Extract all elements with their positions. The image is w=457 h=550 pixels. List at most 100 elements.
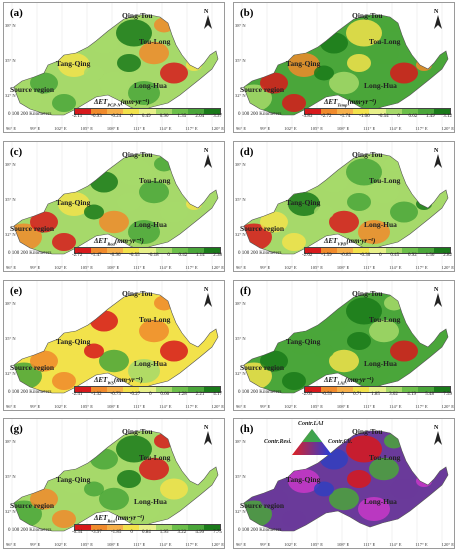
colorbar-tick: 1.56 <box>425 253 435 258</box>
colorbar-bin <box>203 248 220 253</box>
value-patch <box>320 171 348 193</box>
colorbar-bin <box>171 525 188 530</box>
region-label-tq: Tang-Qing <box>56 475 91 484</box>
colorbar-tick: -0.24 <box>110 114 122 119</box>
value-patch <box>52 94 76 112</box>
colorbar-ticks: -2.11 -0.93 -0.24 0 0.49 0.90 1.35 2.04 3.37 <box>72 114 222 119</box>
value-patch <box>30 350 58 372</box>
value-patch <box>329 349 359 373</box>
colorbar-title: ΔETPCP-N(mm·yr⁻¹) <box>94 98 150 107</box>
region-label-sr: Source region <box>10 363 55 372</box>
colorbar-bin <box>433 387 450 392</box>
colorbar-ticks: -2.62 -1.59 -0.83 -0.30 0 0.45 0.92 1.56 2.82 <box>302 253 452 258</box>
value-patch <box>347 470 371 488</box>
value-patch <box>58 331 90 355</box>
longitude-ticks: 96° E 99° E 102° E 105° E 108° E 111° E 114° E… <box>6 126 224 131</box>
lon-tick: 114° E <box>389 265 402 270</box>
lat-tick: 35° N <box>5 474 16 479</box>
value-patch <box>99 349 129 373</box>
value-patch <box>58 469 90 493</box>
colorbar-bin <box>353 248 370 253</box>
value-patch <box>260 350 288 372</box>
colorbar-unit: (mm·yr⁻¹) <box>347 98 377 106</box>
value-patch <box>30 72 58 94</box>
region-label-lh: Long-Hua <box>134 497 167 506</box>
colorbar-bin <box>337 109 354 114</box>
colorbar-bin <box>123 387 140 392</box>
lon-tick: 114° E <box>159 404 172 409</box>
value-patch <box>160 478 188 500</box>
lon-tick: 120° E <box>211 404 224 409</box>
colorbar-bin <box>75 109 92 114</box>
region-label-tq: Tang-Qing <box>56 337 91 346</box>
lat-tick: 32° N <box>5 232 16 237</box>
value-patch <box>329 71 359 95</box>
colorbar-bin <box>353 109 370 114</box>
colorbar-bin <box>107 525 124 530</box>
scale-bar: 0 100 200 Kilometers <box>8 251 52 256</box>
region-label-qt: Qing-Tou <box>122 289 153 298</box>
value-patch <box>84 65 104 81</box>
colorbar-tick: 4.99 <box>195 530 205 535</box>
value-patch <box>139 180 169 204</box>
lon-tick: 105° E <box>80 126 93 131</box>
scale-bar: 0 100 200 Kilometers <box>8 390 52 395</box>
north-label: N <box>434 287 439 293</box>
basin-map <box>241 281 449 410</box>
value-patch <box>90 448 118 470</box>
colorbar-bin <box>75 248 92 253</box>
region-label-qt: Qing-Tou <box>122 11 153 20</box>
colorbar-bin <box>305 248 322 253</box>
lon-tick: 102° E <box>284 542 297 547</box>
value-patch <box>390 478 418 500</box>
region-label-lh: Long-Hua <box>134 359 167 368</box>
colorbar-sub: Resi <box>107 518 116 524</box>
lon-tick: 117° E <box>185 265 198 270</box>
lat-tick: 38° N <box>235 439 246 444</box>
colorbar-ticks: -2.72 -1.47 -0.96 -0.55 -0.18 0 0.42 1.14 2.38 <box>72 253 222 258</box>
scale-bar: 0 100 200 Kilometers <box>238 528 282 533</box>
lon-tick: 96° E <box>6 542 17 547</box>
colorbar-tick: 7.75 <box>213 530 222 535</box>
colorbar-tick: 4.17 <box>213 392 222 397</box>
lon-tick: 117° E <box>415 265 428 270</box>
north-arrow-icon: N <box>204 425 212 445</box>
colorbar-tick: -0.18 <box>148 253 159 258</box>
colorbar-bin <box>305 109 322 114</box>
colorbar-tick: -1.74 <box>340 114 351 119</box>
colorbar-tick: 0.92 <box>408 253 417 258</box>
region-label-lh: Long-Hua <box>134 220 167 229</box>
value-patch <box>314 204 334 220</box>
colorbar-bin <box>91 248 108 253</box>
region-label-sr: Source region <box>10 224 55 233</box>
colorbar-bin <box>139 248 156 253</box>
longitude-ticks: 96° E 99° E 102° E 105° E 108° E 111° E 114° E… <box>6 404 224 409</box>
value-patch <box>128 359 160 383</box>
panel-label: (e) <box>10 285 23 297</box>
scale-bar: 0 100 200 Kilometers <box>238 251 282 256</box>
colorbar-bin <box>321 109 338 114</box>
colorbar-tick: 2.82 <box>443 253 452 258</box>
value-patch <box>30 211 58 233</box>
colorbar-bin <box>203 109 220 114</box>
north-label: N <box>204 9 209 15</box>
colorbar-bin <box>401 248 418 253</box>
value-patch <box>346 19 382 47</box>
region-label-tq: Tang-Qing <box>286 59 321 68</box>
map-panel-c: (c) N Qing-Tou Tou-Long Tang-Qing Long-Hua Sou… <box>3 141 225 272</box>
colorbar-unit: (mm·yr⁻¹) <box>115 514 145 522</box>
lat-tick: 35° N <box>235 336 246 341</box>
region-label-sr: Source region <box>240 224 285 233</box>
panel-label: (g) <box>10 423 23 435</box>
lat-tick: 38° N <box>5 23 16 28</box>
region-label-lh: Long-Hua <box>134 81 167 90</box>
longitude-ticks: 96° E 99° E 102° E 105° E 108° E 111° E 114° E… <box>236 126 454 131</box>
colorbar-unit: (mm·yr⁻¹) <box>344 376 374 384</box>
lon-tick: 96° E <box>236 126 247 131</box>
value-patch <box>128 81 160 105</box>
colorbar-bin <box>75 387 92 392</box>
colorbar <box>74 247 221 254</box>
value-patch <box>90 310 118 332</box>
value-patch <box>314 343 334 359</box>
colorbar-bin <box>171 248 188 253</box>
